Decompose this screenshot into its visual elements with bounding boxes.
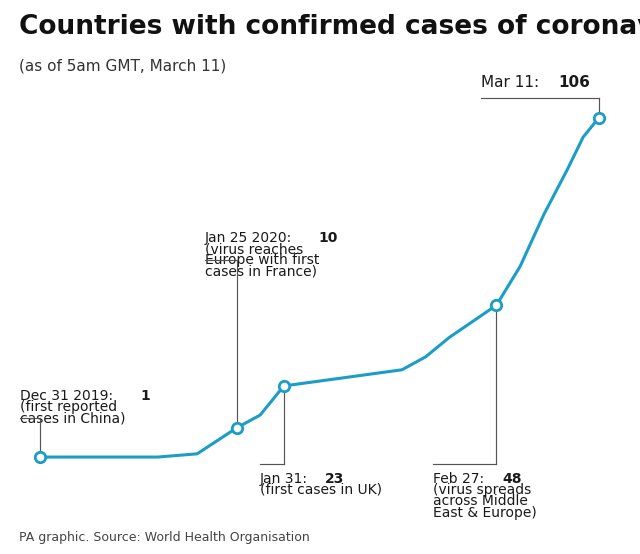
Text: Jan 25 2020:: Jan 25 2020: (205, 231, 297, 245)
Text: (first reported: (first reported (20, 401, 117, 414)
Text: PA graphic. Source: World Health Organisation: PA graphic. Source: World Health Organis… (19, 531, 310, 544)
Text: cases in France): cases in France) (205, 265, 317, 279)
Text: (virus spreads: (virus spreads (433, 483, 532, 497)
Text: East & Europe): East & Europe) (433, 505, 537, 520)
Text: 10: 10 (319, 231, 338, 245)
Text: Dec 31 2019:: Dec 31 2019: (20, 389, 117, 403)
Text: (virus reaches: (virus reaches (205, 242, 303, 256)
Text: Europe with first: Europe with first (205, 254, 319, 268)
Text: Feb 27:: Feb 27: (433, 471, 489, 486)
Text: 23: 23 (325, 471, 344, 486)
Text: Countries with confirmed cases of coronavirus: Countries with confirmed cases of corona… (19, 14, 640, 40)
Text: 106: 106 (559, 75, 591, 90)
Text: Mar 11:: Mar 11: (481, 75, 544, 90)
Text: cases in China): cases in China) (20, 411, 125, 425)
Text: Jan 31:: Jan 31: (260, 471, 312, 486)
Text: 48: 48 (502, 471, 522, 486)
Text: (as of 5am GMT, March 11): (as of 5am GMT, March 11) (19, 58, 227, 73)
Text: 1: 1 (141, 389, 150, 403)
Text: (first cases in UK): (first cases in UK) (260, 483, 382, 497)
Text: across Middle: across Middle (433, 494, 529, 508)
